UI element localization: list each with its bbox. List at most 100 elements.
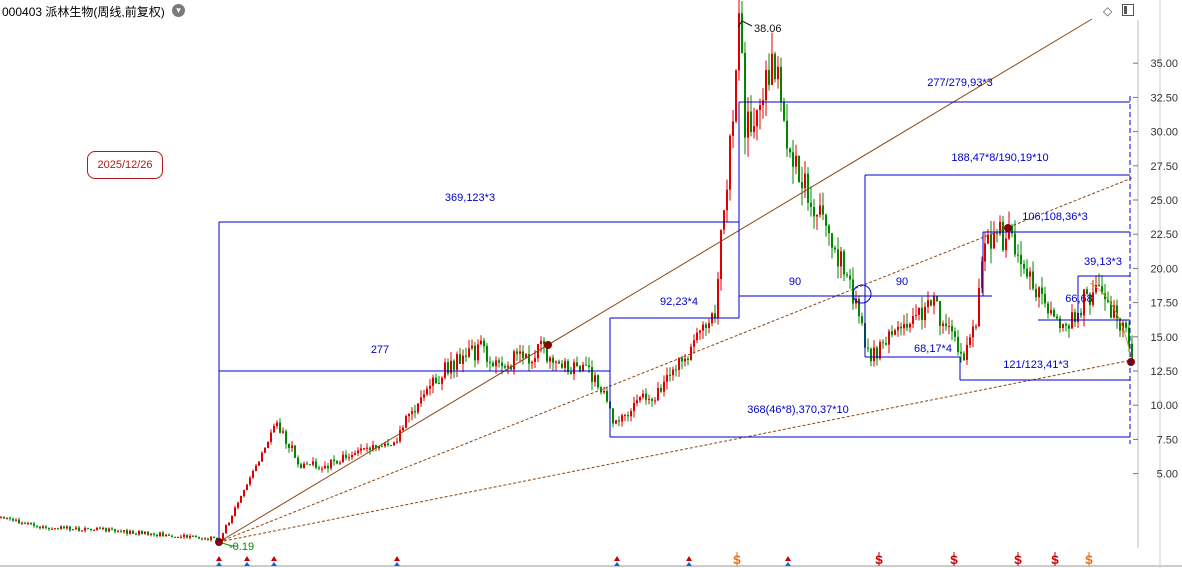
candle <box>564 357 566 373</box>
candle <box>576 356 578 368</box>
candle <box>618 416 620 427</box>
candle <box>687 356 689 366</box>
diamond-icon[interactable]: ◇ <box>1103 4 1113 18</box>
measure-label: 188,47*8/190,19*10 <box>951 152 1048 164</box>
candle <box>186 534 188 539</box>
pivot-point <box>1004 224 1012 232</box>
candle <box>228 521 230 526</box>
candle <box>363 448 365 451</box>
candle <box>120 529 122 533</box>
candle <box>27 521 29 526</box>
candle <box>261 451 263 462</box>
candle <box>627 411 629 422</box>
candle <box>948 317 950 335</box>
candle <box>1104 284 1106 311</box>
candle <box>567 359 569 375</box>
candle <box>237 501 239 510</box>
candle <box>921 296 923 330</box>
candle <box>990 220 992 264</box>
candle <box>288 443 290 453</box>
candle <box>435 373 437 385</box>
candle <box>1101 275 1103 295</box>
candle <box>198 536 200 540</box>
candle <box>252 469 254 479</box>
y-tick-label: 27.50 <box>1150 161 1178 173</box>
candle <box>669 367 671 382</box>
y-tick-label: 5.00 <box>1157 469 1178 481</box>
candle <box>1074 308 1076 327</box>
candle <box>939 301 941 336</box>
candle <box>1065 322 1067 332</box>
candle <box>648 394 650 405</box>
candle <box>108 527 110 533</box>
chevron-down-icon[interactable]: ▾ <box>172 4 185 17</box>
candle <box>42 524 44 529</box>
candle <box>666 367 668 390</box>
s-signal-icon: S <box>875 552 883 567</box>
candle <box>942 320 944 334</box>
candle <box>894 328 896 336</box>
candle <box>327 463 329 473</box>
candle <box>978 278 980 327</box>
candle <box>159 531 161 538</box>
panel-toggle-icon[interactable] <box>1122 4 1134 16</box>
candle <box>516 348 518 361</box>
candle <box>12 517 14 523</box>
candle <box>177 536 179 538</box>
candle <box>711 312 713 327</box>
candle <box>624 413 626 422</box>
candle <box>84 526 86 533</box>
candle <box>663 375 665 397</box>
candle <box>93 529 95 532</box>
candle <box>705 322 707 336</box>
candle <box>621 413 623 427</box>
candle <box>813 198 815 229</box>
candle <box>312 457 314 467</box>
candle <box>753 107 755 139</box>
candle <box>489 356 491 371</box>
s-signal-icon: S <box>950 552 958 567</box>
candle <box>273 423 275 433</box>
candle <box>450 352 452 379</box>
candle <box>18 517 20 524</box>
candle <box>282 427 284 434</box>
candle <box>891 325 893 338</box>
candle <box>696 327 698 344</box>
candle <box>714 304 716 324</box>
candle <box>1029 267 1031 290</box>
candle <box>819 193 821 218</box>
candle <box>654 397 656 405</box>
candle <box>432 374 434 394</box>
decline-curve <box>1089 282 1133 363</box>
candle <box>597 374 599 390</box>
candle <box>717 271 719 325</box>
candle <box>741 0 743 54</box>
candle <box>348 453 350 462</box>
measure-label: 277 <box>371 344 389 356</box>
candle <box>147 530 149 536</box>
pivot-point <box>544 341 552 349</box>
candle <box>408 413 410 423</box>
candle <box>210 535 212 542</box>
candle <box>240 495 242 503</box>
candle <box>1011 223 1013 238</box>
candle <box>330 459 332 471</box>
candle <box>369 446 371 455</box>
candle <box>876 345 878 366</box>
candle <box>987 228 989 245</box>
high-price-label: 38.06 <box>754 23 782 35</box>
buy-signal-icon <box>686 556 692 566</box>
candle <box>123 530 125 534</box>
candle <box>972 319 974 348</box>
candle <box>150 533 152 537</box>
candle <box>645 388 647 405</box>
annotation-labels: 277/279,93*3 188,47*8/190,19*10 369,123*3 1… <box>221 20 1122 553</box>
candle <box>171 534 173 538</box>
candle <box>639 396 641 403</box>
candle <box>81 530 83 532</box>
candle <box>885 336 887 346</box>
candle <box>843 249 845 281</box>
candle <box>612 407 614 428</box>
